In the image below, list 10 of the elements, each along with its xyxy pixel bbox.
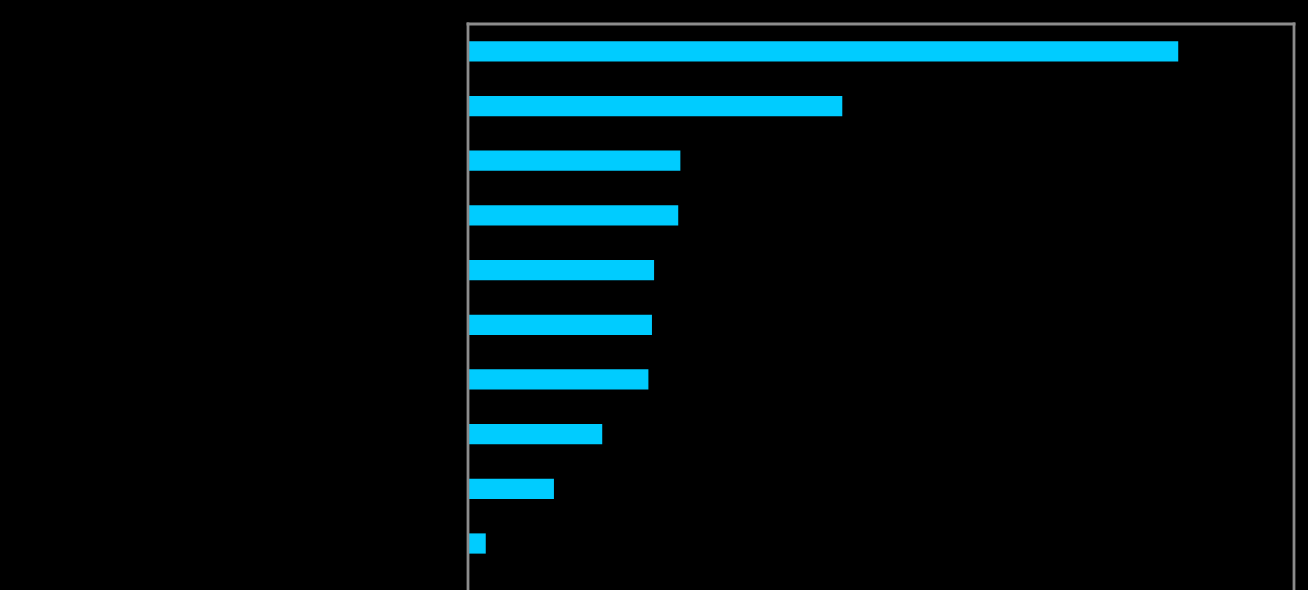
bar [468,478,554,499]
bar [468,41,1179,62]
bar [468,533,486,554]
bar [468,205,679,226]
bar [468,150,681,171]
bar [468,369,649,390]
bar [468,424,603,445]
bar [468,95,843,117]
bar [468,259,655,281]
bar [468,314,652,335]
